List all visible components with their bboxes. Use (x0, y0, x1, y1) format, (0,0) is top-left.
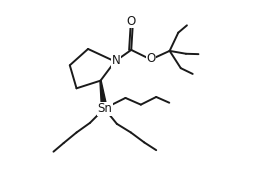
Polygon shape (100, 81, 107, 109)
Text: O: O (126, 15, 135, 28)
Text: Sn: Sn (97, 102, 112, 115)
Text: O: O (146, 52, 155, 65)
Text: N: N (112, 54, 120, 67)
